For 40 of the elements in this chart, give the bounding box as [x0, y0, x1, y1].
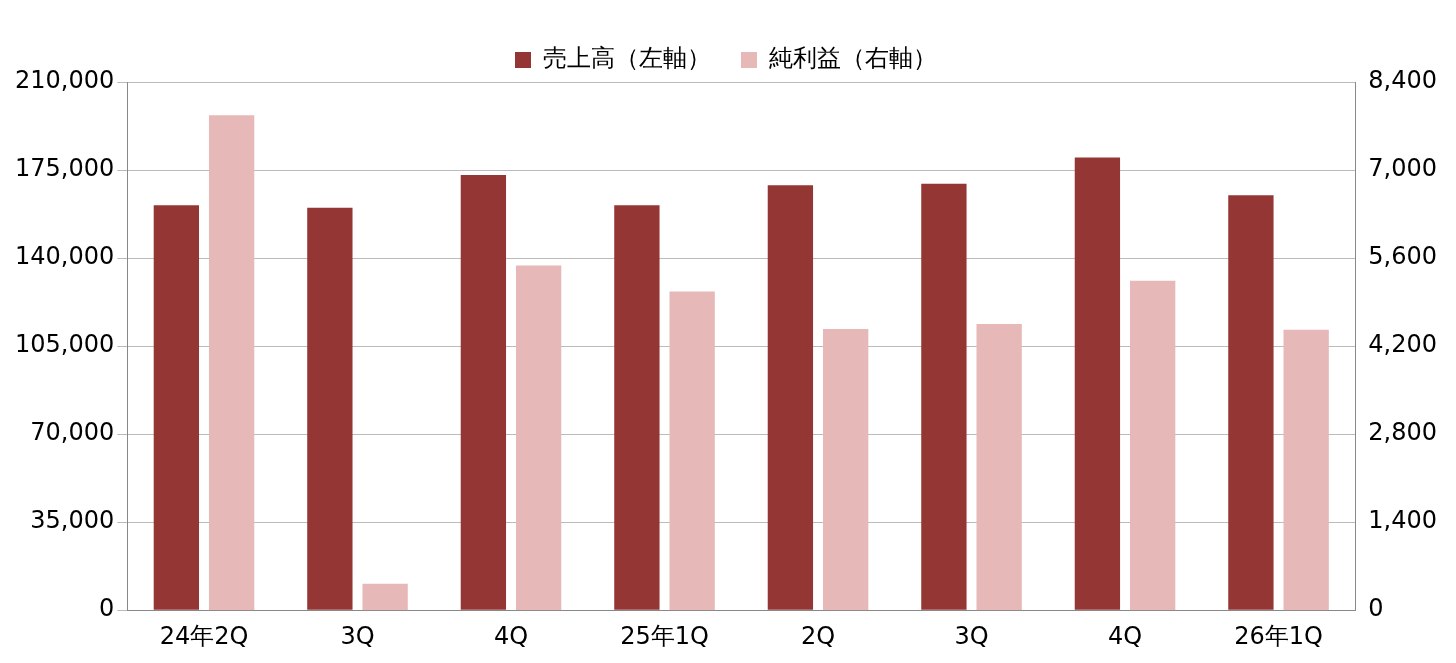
- bar: [362, 583, 408, 611]
- y-tick-label: 35,000: [30, 506, 115, 535]
- x-tick-label: 3Q: [954, 621, 989, 650]
- x-tick-label: 4Q: [1107, 621, 1143, 650]
- bar: [767, 185, 814, 610]
- bar: [515, 265, 562, 611]
- bar: [921, 183, 967, 610]
- y-tick-label: 0: [98, 594, 115, 623]
- x-tick-label: 3Q: [340, 621, 375, 650]
- x-tick-label: 2Q: [800, 621, 836, 650]
- bar: [1130, 280, 1176, 611]
- x-tick-label: 26年1Q: [1234, 621, 1323, 650]
- x-tick-label: 24年2Q: [159, 621, 249, 650]
- y-tick-label: 105,000: [15, 330, 115, 359]
- y2-tick-label: 5,600: [1368, 242, 1438, 271]
- y2-tick-label: 4,200: [1368, 330, 1438, 359]
- bar: [823, 329, 869, 611]
- x-tick-label: 4Q: [493, 621, 529, 650]
- y-tick-label: 210,000: [15, 66, 115, 95]
- y-tick-label: 140,000: [15, 242, 115, 271]
- legend-label: 売上高（左軸）: [543, 44, 711, 73]
- y-tick-label: 175,000: [15, 154, 115, 183]
- y2-tick-label: 8,400: [1368, 66, 1438, 95]
- bar: [614, 205, 660, 610]
- legend-label: 純利益（右軸）: [769, 44, 937, 73]
- bar: [208, 115, 255, 611]
- y-tick-label: 70,000: [30, 418, 115, 447]
- bar: [153, 205, 200, 610]
- y2-tick-label: 2,800: [1368, 418, 1438, 447]
- bar: [460, 175, 507, 610]
- bar: [669, 291, 715, 611]
- y2-tick-label: 7,000: [1368, 154, 1438, 183]
- bar: [1283, 329, 1329, 611]
- y2-tick-label: 1,400: [1368, 506, 1438, 535]
- bar: [307, 207, 353, 610]
- x-tick-label: 25年1Q: [620, 621, 709, 650]
- bar: [1228, 195, 1274, 610]
- bar: [1074, 157, 1121, 610]
- bar: [976, 324, 1022, 611]
- y2-tick-label: 0: [1368, 594, 1384, 623]
